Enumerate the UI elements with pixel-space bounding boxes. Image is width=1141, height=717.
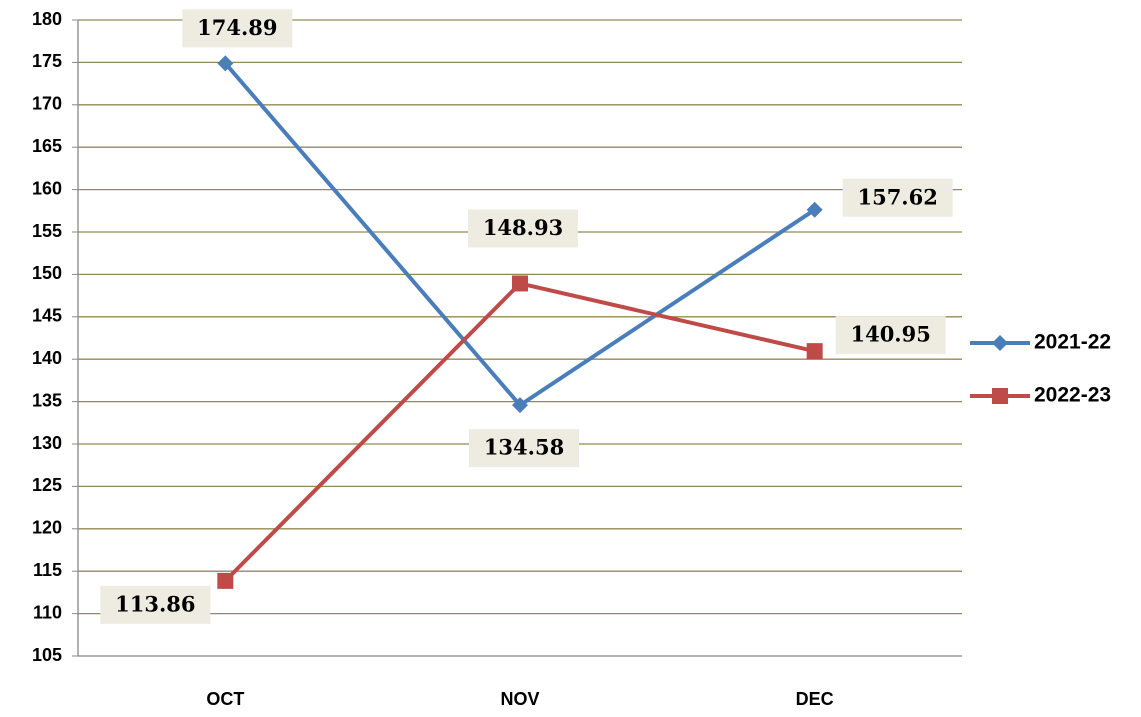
x-tick-label: DEC xyxy=(796,689,834,709)
data-label: 134.58 xyxy=(484,435,564,460)
y-tick-label: 155 xyxy=(32,221,62,241)
data-label-bg xyxy=(100,585,211,624)
data-label-bg xyxy=(842,178,953,217)
marker xyxy=(217,55,234,72)
marker xyxy=(806,343,823,360)
y-tick-label: 120 xyxy=(32,518,62,538)
marker xyxy=(992,388,1008,404)
data-label-bg xyxy=(469,429,579,468)
data-label-bg xyxy=(468,209,578,248)
y-tick-label: 130 xyxy=(32,433,62,453)
legend-label: 2021-22 xyxy=(1034,331,1111,354)
data-label-bg xyxy=(182,9,293,48)
y-tick-label: 135 xyxy=(32,390,62,410)
x-tick-label: NOV xyxy=(500,689,539,709)
marker xyxy=(512,397,528,414)
legend-label: 2022-23 xyxy=(1034,384,1111,407)
data-label: 113.86 xyxy=(115,591,195,616)
data-label: 140.95 xyxy=(850,322,930,347)
y-tick-label: 145 xyxy=(32,306,62,326)
y-tick-label: 110 xyxy=(33,602,62,622)
data-label: 148.93 xyxy=(483,215,563,240)
data-label: 157.62 xyxy=(857,184,937,209)
marker xyxy=(217,572,234,589)
y-tick-label: 160 xyxy=(32,178,62,198)
data-label-bg xyxy=(835,316,946,355)
marker xyxy=(806,201,823,218)
y-tick-label: 105 xyxy=(32,645,62,665)
marker xyxy=(512,275,528,292)
y-tick-label: 140 xyxy=(32,348,62,368)
y-tick-label: 170 xyxy=(32,94,62,114)
y-tick-label: 115 xyxy=(33,560,62,580)
marker xyxy=(992,335,1008,351)
y-tick-label: 175 xyxy=(32,51,62,71)
y-tick-label: 165 xyxy=(32,136,62,156)
y-tick-label: 150 xyxy=(32,263,62,283)
y-tick-label: 125 xyxy=(32,475,62,495)
y-tick-label: 180 xyxy=(32,9,62,29)
x-tick-label: OCT xyxy=(206,689,244,709)
data-label: 174.89 xyxy=(197,15,277,40)
